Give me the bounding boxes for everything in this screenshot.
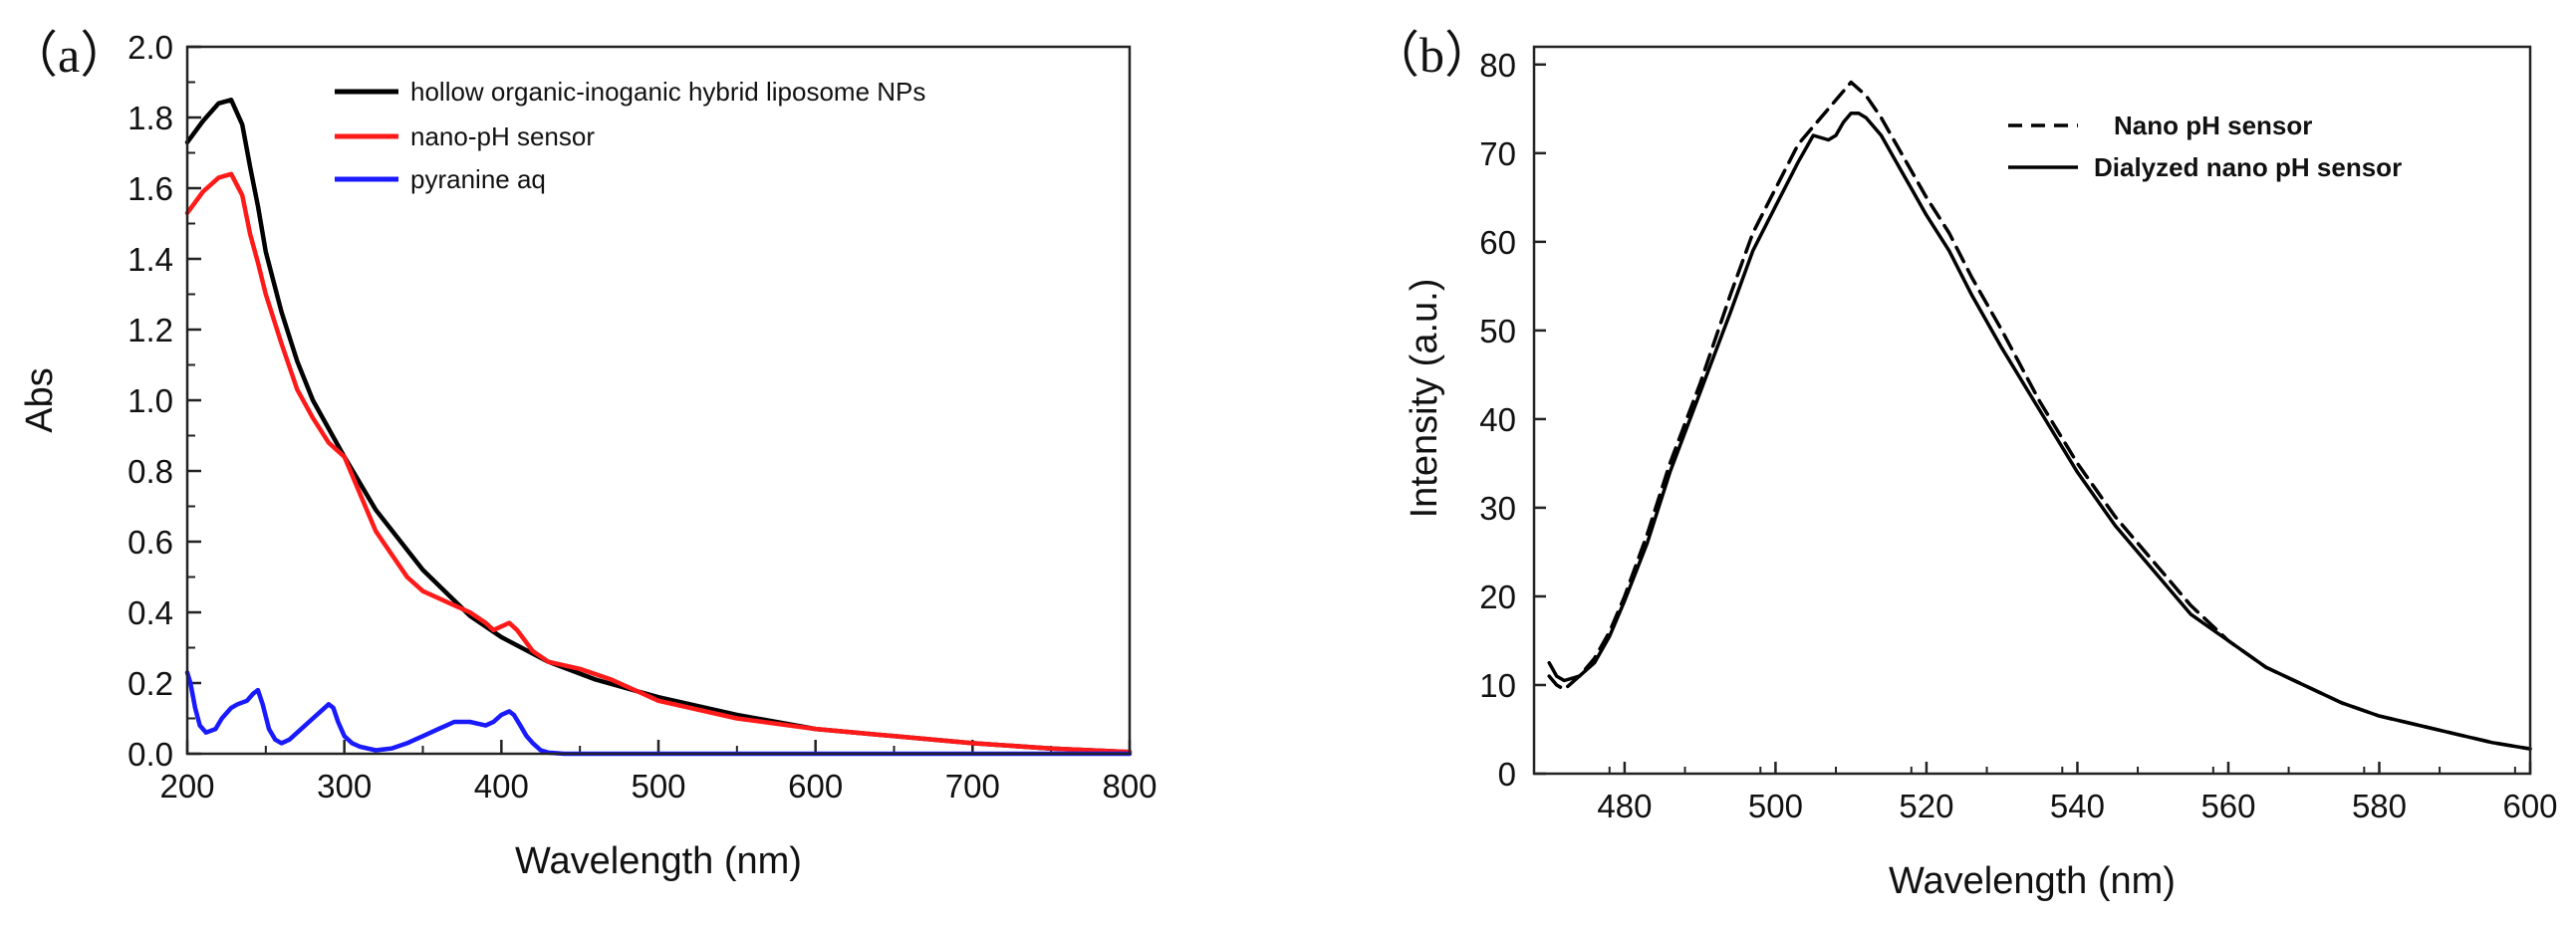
x-tick-label: 400 [474,768,529,805]
panel-a-ticks [185,45,1132,756]
legend-label-pyranine: pyranine aq [410,164,546,194]
panel-a-label: （a） [8,27,129,83]
panel-b-plot-frame [1532,45,2532,776]
y-tick-label: 0.8 [128,453,173,490]
legend-label-hollow-liposome: hollow organic-inoganic hybrid liposome … [410,77,925,107]
x-tick-label: 600 [788,768,843,805]
y-tick-label: 60 [1479,224,1516,261]
series-line-a-hollow-organic-inoganic-hybrid-liposome-nps [184,98,1133,755]
y-tick-label: 0.0 [128,736,173,773]
x-tick-label: 300 [317,768,372,805]
y-tick-label: 1.6 [128,170,173,207]
y-tick-label: 80 [1479,47,1516,84]
legend-label-nano-ph-sensor-dashed: Nano pH sensor [2114,111,2312,140]
x-tick-label: 520 [1899,788,1953,824]
panel-a-x-axis-label: Wavelength (nm) [515,840,802,882]
x-tick-label: 200 [159,768,214,805]
y-tick-label: 0.4 [128,594,173,631]
y-tick-label: 50 [1479,313,1516,349]
panel-a-series [184,98,1133,757]
x-tick-label: 560 [2200,788,2255,824]
y-tick-label: 30 [1479,490,1516,527]
series-line-a-nano-ph-sensor [184,171,1133,755]
panel-a-chart: （a） 200 300 400 500 600 700 800 0.0 0.2 0.4 0.6 0.8… [8,27,1158,882]
panel-a-legend: hollow organic-inoganic hybrid liposome … [335,77,925,194]
panel-a-plot-frame [185,45,1132,756]
panel-b-legend: Nano pH sensor Dialyzed nano pH sensor [2008,111,2402,182]
x-tick-label: 500 [631,768,685,805]
y-tick-label: 20 [1479,578,1516,615]
panel-b-y-axis-label: Intensity (a.u.) [1404,279,1445,519]
panel-b-series [1547,80,2532,751]
y-tick-label: 1.8 [128,100,173,136]
legend-label-dialyzed-sensor: Dialyzed nano pH sensor [2094,152,2402,182]
panel-b-chart: （b） 480 500 520 540 560 580 600 0 10 20 30 40 50 60 70… [1370,27,2558,902]
y-tick-label: 0.6 [128,524,173,561]
y-tick-label: 1.4 [128,241,173,278]
y-tick-label: 10 [1479,667,1516,704]
panel-b-label: （b） [1370,27,1494,83]
panel-b-x-axis-label: Wavelength (nm) [1889,860,2176,902]
x-tick-label: 540 [2050,788,2105,824]
x-tick-label: 600 [2502,788,2557,824]
y-tick-label: 1.0 [128,382,173,419]
legend-label-nano-ph-sensor: nano-pH sensor [410,121,595,151]
x-tick-label: 500 [1748,788,1803,824]
x-tick-label: 700 [945,768,1000,805]
y-tick-label: 1.2 [128,312,173,348]
y-tick-label: 2.0 [128,29,173,66]
y-tick-label: 0.2 [128,665,173,702]
series-line-a-pyranine-aq [184,670,1133,757]
panel-a-y-axis-label: Abs [19,367,61,432]
y-tick-label: 40 [1479,401,1516,438]
series-line-b-nano-ph-sensor [1547,80,2532,751]
y-tick-label: 70 [1479,135,1516,172]
x-tick-label: 800 [1102,768,1157,805]
y-tick-label: 0 [1498,756,1516,793]
x-tick-label: 480 [1597,788,1652,824]
x-tick-label: 580 [2352,788,2407,824]
panel-a-tick-labels: 200 300 400 500 600 700 800 0.0 0.2 0.4 0.6 0.8 1.0 1… [128,29,1157,805]
panel-b-tick-labels: 480 500 520 540 560 580 600 0 10 20 30 40 50 60 70 80 [1479,47,2557,824]
series-line-b-dialyzed-nano-ph-sensor [1547,112,2532,751]
